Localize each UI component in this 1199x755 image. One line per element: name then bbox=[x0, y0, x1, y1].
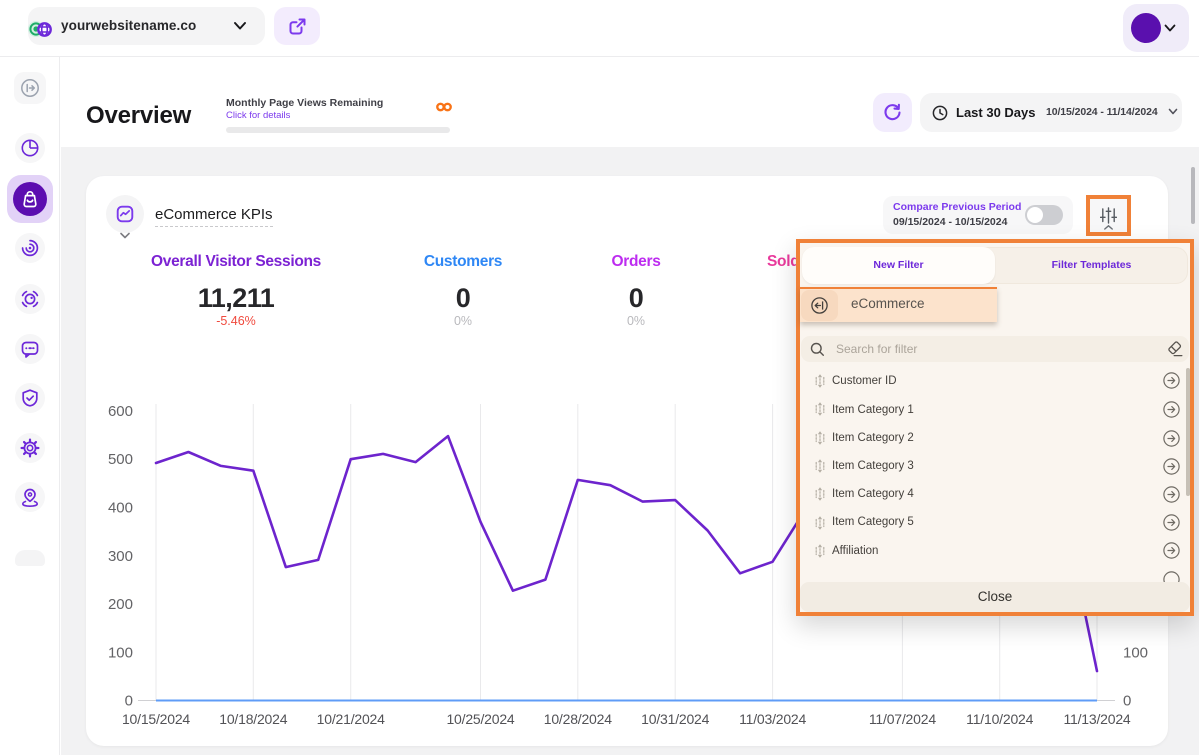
svg-text:10/15/2024: 10/15/2024 bbox=[122, 711, 190, 727]
svg-text:11/07/2024: 11/07/2024 bbox=[869, 711, 936, 727]
svg-text:10/28/2024: 10/28/2024 bbox=[544, 711, 612, 727]
svg-text:100: 100 bbox=[108, 644, 133, 661]
svg-text:11/13/2024: 11/13/2024 bbox=[1063, 711, 1130, 727]
svg-text:400: 400 bbox=[108, 500, 133, 517]
svg-text:10/21/2024: 10/21/2024 bbox=[317, 711, 385, 727]
svg-text:100: 100 bbox=[1123, 644, 1148, 661]
svg-text:0: 0 bbox=[1123, 693, 1131, 710]
svg-text:0: 0 bbox=[125, 693, 133, 710]
svg-text:11/03/2024: 11/03/2024 bbox=[739, 711, 806, 727]
svg-text:500: 500 bbox=[108, 451, 133, 468]
svg-text:10/25/2024: 10/25/2024 bbox=[446, 711, 514, 727]
svg-text:300: 300 bbox=[108, 548, 133, 565]
svg-text:10/31/2024: 10/31/2024 bbox=[641, 711, 709, 727]
svg-text:200: 200 bbox=[108, 596, 133, 613]
svg-text:10/18/2024: 10/18/2024 bbox=[219, 711, 287, 727]
svg-text:11/10/2024: 11/10/2024 bbox=[966, 711, 1033, 727]
svg-text:600: 600 bbox=[108, 403, 133, 420]
